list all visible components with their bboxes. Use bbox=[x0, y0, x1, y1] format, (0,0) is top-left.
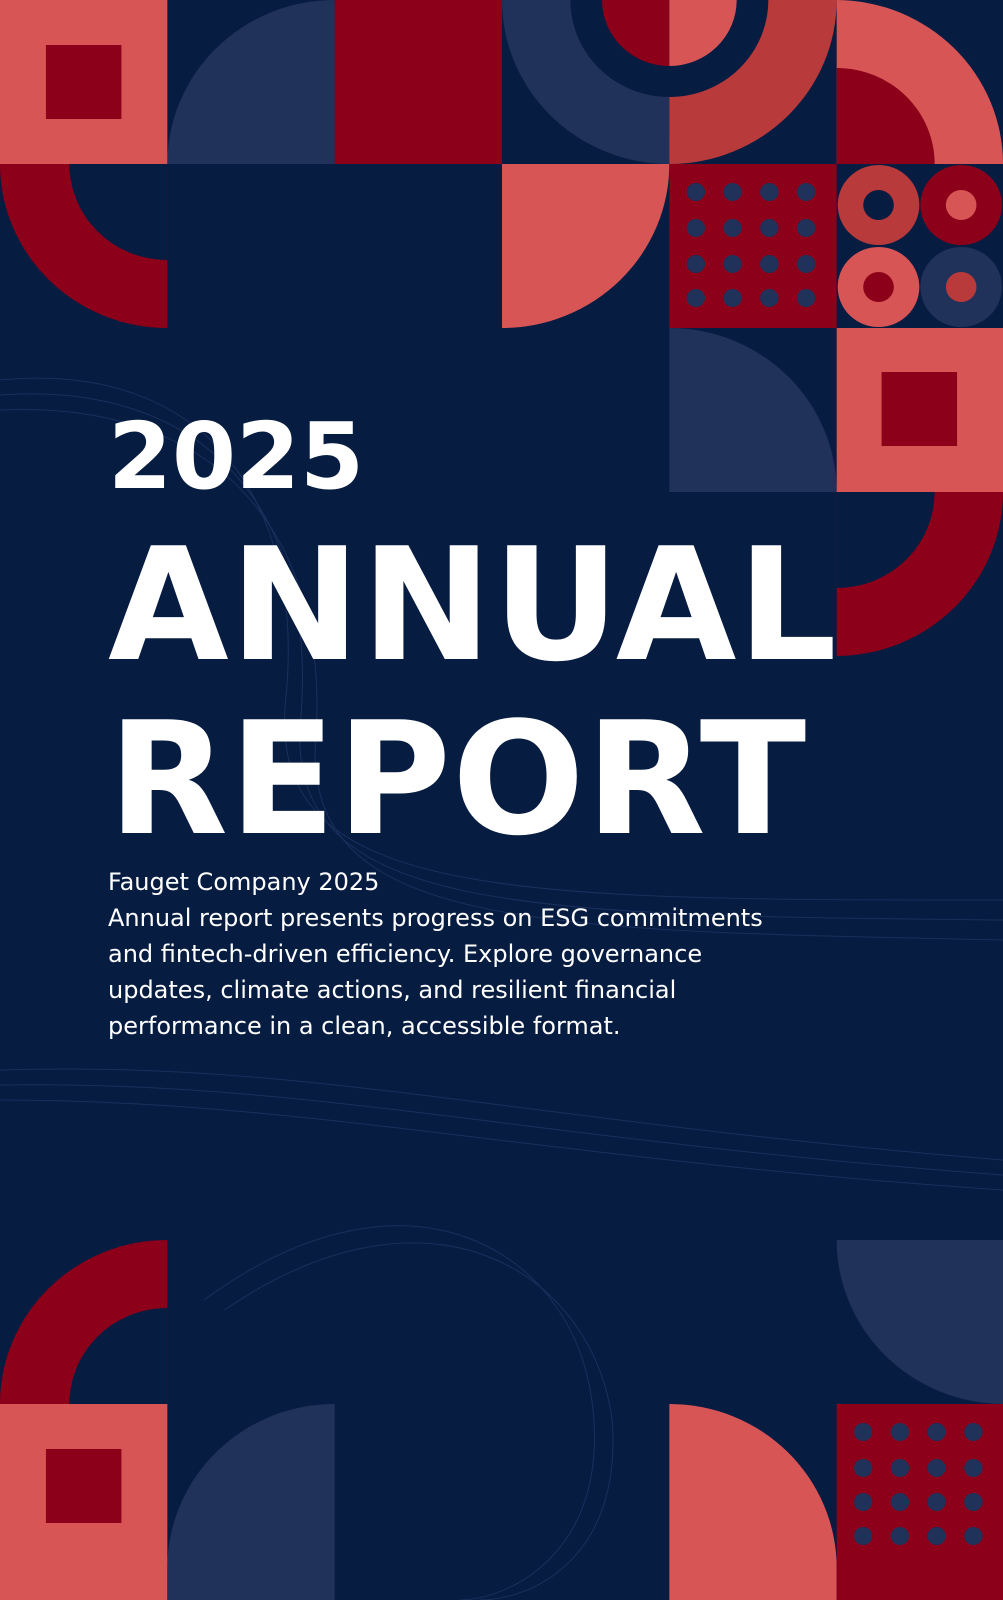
wave-lines bbox=[0, 377, 1003, 1600]
title-line: ANNUAL bbox=[108, 514, 838, 696]
description: Annual report presents progress on ESG c… bbox=[108, 904, 763, 1040]
company-name: Fauget Company 2025 bbox=[108, 868, 380, 896]
title-line: REPORT bbox=[108, 688, 808, 870]
year: 2025 bbox=[108, 403, 365, 510]
